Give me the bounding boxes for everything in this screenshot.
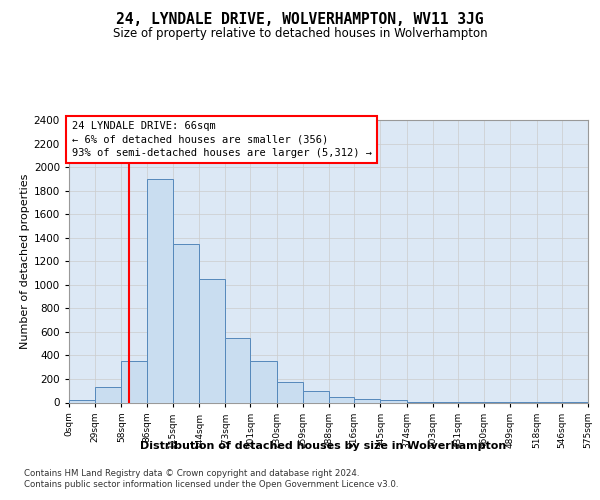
Text: 24 LYNDALE DRIVE: 66sqm
← 6% of detached houses are smaller (356)
93% of semi-de: 24 LYNDALE DRIVE: 66sqm ← 6% of detached… [71,122,371,158]
Bar [303,390,329,402]
Bar [173,244,199,402]
Bar [225,338,250,402]
Text: 24, LYNDALE DRIVE, WOLVERHAMPTON, WV11 3JG: 24, LYNDALE DRIVE, WOLVERHAMPTON, WV11 3… [116,12,484,28]
Bar [95,387,121,402]
Y-axis label: Number of detached properties: Number of detached properties [20,174,29,349]
Bar [354,399,380,402]
Bar [199,279,225,402]
Bar [69,400,95,402]
Bar [380,400,407,402]
Text: Contains public sector information licensed under the Open Government Licence v3: Contains public sector information licen… [24,480,398,489]
Bar [146,179,173,402]
Bar [121,362,146,403]
Text: Contains HM Land Registry data © Crown copyright and database right 2024.: Contains HM Land Registry data © Crown c… [24,469,359,478]
Bar [277,382,303,402]
Text: Distribution of detached houses by size in Wolverhampton: Distribution of detached houses by size … [140,441,506,451]
Text: Size of property relative to detached houses in Wolverhampton: Size of property relative to detached ho… [113,28,487,40]
Bar [250,362,277,403]
Bar [329,396,354,402]
